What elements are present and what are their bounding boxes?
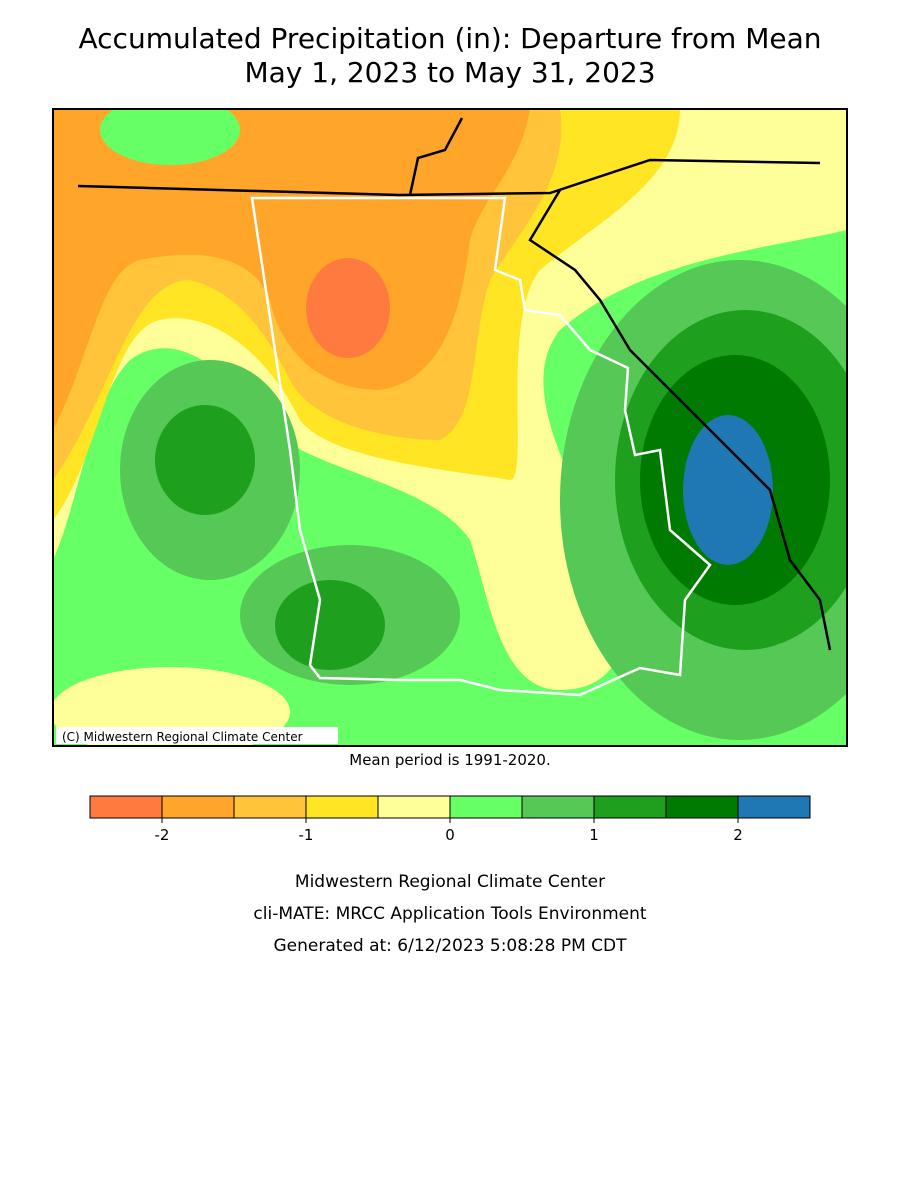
color-swatch [521, 795, 595, 819]
color-swatch [89, 795, 163, 819]
color-swatch [449, 795, 523, 819]
color-swatch [593, 795, 667, 819]
tick-label: -2 [155, 826, 170, 844]
map-frame [52, 108, 848, 747]
color-swatch [161, 795, 235, 819]
title: Accumulated Precipitation (in): Departur… [79, 22, 822, 55]
copyright: (C) Midwestern Regional Climate Center [62, 730, 303, 744]
tick-label: 1 [589, 826, 599, 844]
footer-line: cli-MATE: MRCC Application Tools Environ… [253, 904, 646, 924]
footer: Midwestern Regional Climate Center cli-MA… [253, 872, 646, 956]
color-swatch [737, 795, 811, 819]
footer-line: Midwestern Regional Climate Center [295, 872, 605, 892]
color-swatch [377, 795, 451, 819]
tick-label: 2 [733, 826, 743, 844]
tick-label: 0 [445, 826, 455, 844]
color-swatch [305, 795, 379, 819]
subtitle: May 1, 2023 to May 31, 2023 [244, 56, 655, 89]
color-swatch [233, 795, 307, 819]
note: Mean period is 1991-2020. [349, 751, 550, 769]
footer-line: Generated at: 6/12/2023 5:08:28 PM CDT [274, 936, 628, 956]
colorbar: -2 -1 0 1 2 [89, 795, 811, 844]
tick-label: -1 [299, 826, 314, 844]
map [53, 109, 847, 746]
copyright-box [56, 727, 338, 744]
color-swatch [665, 795, 739, 819]
